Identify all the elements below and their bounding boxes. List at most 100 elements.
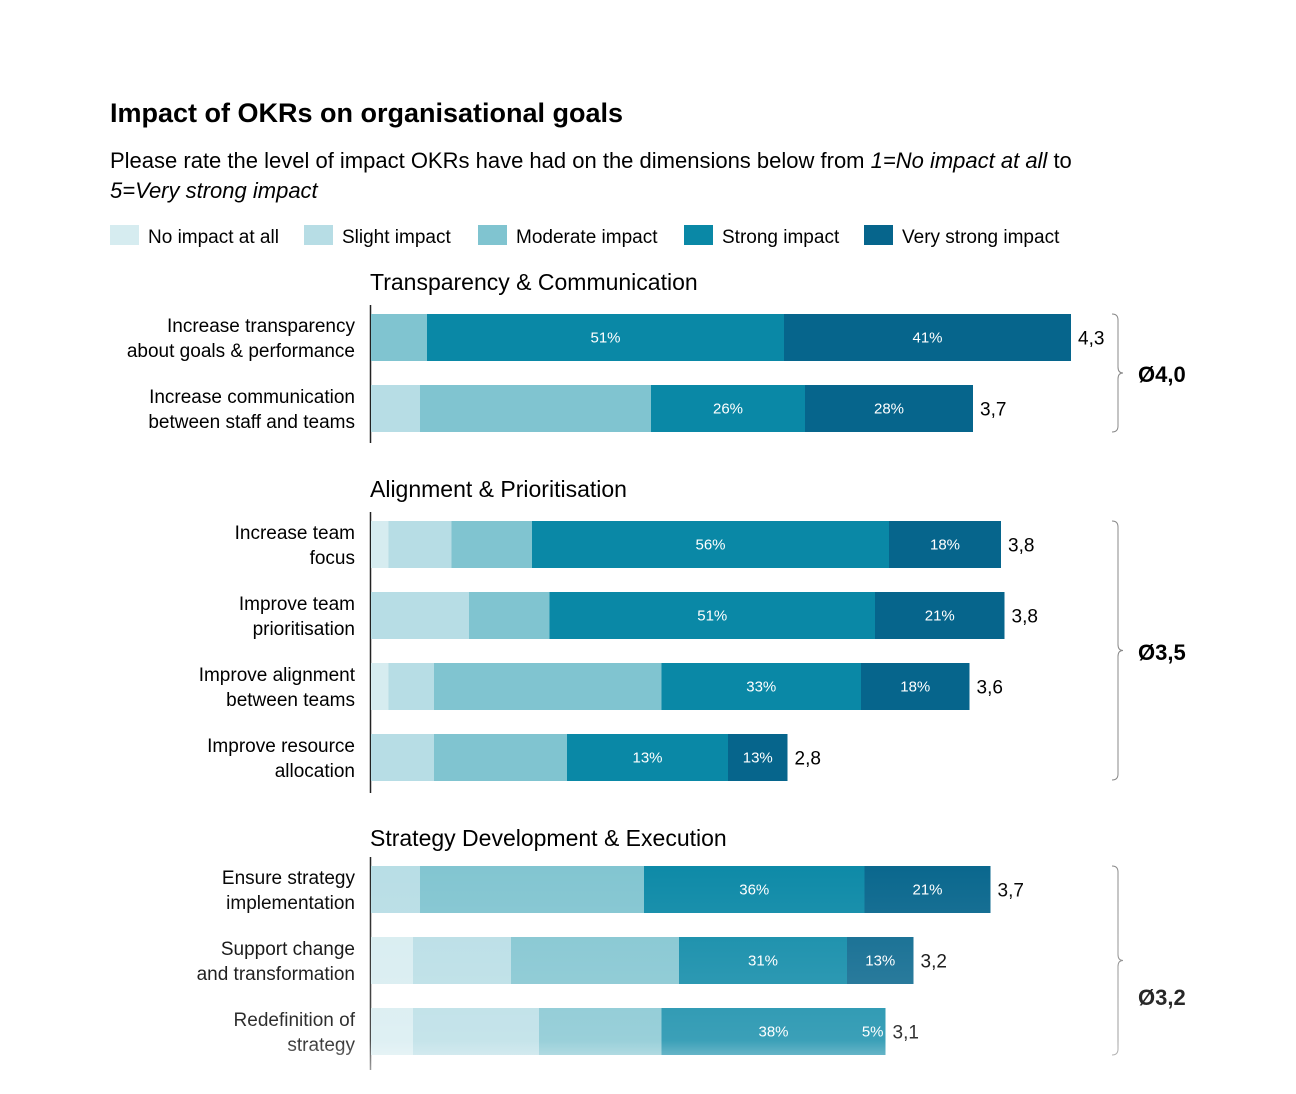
bar-segment bbox=[371, 385, 420, 432]
bar-segment bbox=[451, 521, 532, 568]
row-average: 2,8 bbox=[795, 749, 821, 770]
bar-segment bbox=[371, 521, 389, 568]
bar-row: Increase team focus 56% 18% 3,8 bbox=[235, 521, 1034, 569]
row-label: Improve alignment between teams bbox=[199, 665, 356, 711]
bar-segment bbox=[875, 592, 1005, 639]
legend-swatch bbox=[304, 225, 333, 245]
legend-item: Very strong impact bbox=[864, 225, 1060, 248]
segment-label: 33% bbox=[746, 679, 776, 696]
row-average: 4,3 bbox=[1078, 329, 1104, 350]
group-brace bbox=[1111, 520, 1124, 781]
row-label-line: Improve alignment bbox=[199, 665, 356, 686]
segment-label: 51% bbox=[590, 330, 620, 347]
bar-segment bbox=[371, 734, 434, 781]
bar-group: Transparency & Communication Increase tra… bbox=[127, 269, 1186, 443]
bar-segment bbox=[805, 385, 973, 432]
legend-swatch bbox=[110, 225, 139, 245]
bar-segment bbox=[651, 385, 805, 432]
bar-row: Increase transparency about goals & perfo… bbox=[127, 314, 1104, 362]
legend-label: Very strong impact bbox=[902, 227, 1060, 248]
bar-row: Improve alignment between teams 33% 18% 3,6 bbox=[199, 663, 1003, 711]
bar-row: Improve resource allocation 13% 13% 2,8 bbox=[207, 734, 821, 782]
bar-segment bbox=[434, 663, 662, 710]
subtitle-part-3: to bbox=[1047, 148, 1071, 173]
bar-segment bbox=[427, 314, 784, 361]
segment-label: 18% bbox=[930, 537, 960, 554]
segment-label: 28% bbox=[874, 401, 904, 418]
bar-row: Increase communication between staff and … bbox=[148, 385, 1006, 433]
bar-group: Alignment & Prioritisation Increase team f… bbox=[199, 476, 1186, 793]
legend-item: No impact at all bbox=[110, 225, 279, 248]
fade-overlay bbox=[0, 850, 1296, 1094]
row-label-line: Increase transparency bbox=[167, 316, 355, 337]
row-label-line: Improve resource bbox=[207, 736, 355, 757]
group-average: Ø4,0 bbox=[1138, 362, 1186, 387]
bar-segment bbox=[388, 663, 434, 710]
segment-label: 51% bbox=[697, 608, 727, 625]
legend-label: No impact at all bbox=[148, 227, 279, 248]
legend-item: Slight impact bbox=[304, 225, 451, 248]
segment-label: 21% bbox=[925, 608, 955, 625]
group-title: Strategy Development & Execution bbox=[370, 825, 727, 851]
bar-segment bbox=[469, 592, 550, 639]
row-label-line: focus bbox=[310, 548, 355, 569]
group-title: Transparency & Communication bbox=[370, 269, 698, 295]
row-label-line: allocation bbox=[275, 761, 355, 782]
row-label-line: between staff and teams bbox=[148, 412, 355, 433]
bar-segment bbox=[388, 521, 452, 568]
bar-segment bbox=[728, 734, 788, 781]
segment-label: 13% bbox=[743, 750, 773, 767]
group-average: Ø3,5 bbox=[1138, 640, 1186, 665]
subtitle-part-1: Please rate the level of impact OKRs hav… bbox=[110, 148, 871, 173]
bar-segment bbox=[661, 663, 861, 710]
row-label: Increase transparency about goals & perfo… bbox=[127, 316, 356, 362]
row-label-line: Increase communication bbox=[149, 387, 355, 408]
row-average: 3,8 bbox=[1008, 536, 1034, 557]
row-label-line: between teams bbox=[226, 690, 355, 711]
chart-title: Impact of OKRs on organisational goals bbox=[110, 98, 623, 128]
legend-item: Moderate impact bbox=[478, 225, 658, 248]
row-label: Increase team focus bbox=[235, 523, 355, 569]
bar-row: Improve team prioritisation 51% 21% 3,8 bbox=[239, 592, 1038, 640]
legend: No impact at all Slight impact Moderate im… bbox=[110, 225, 1060, 248]
bar-segment bbox=[567, 734, 728, 781]
legend-swatch bbox=[684, 225, 713, 245]
group-brace bbox=[1111, 313, 1124, 433]
row-label: Improve resource allocation bbox=[207, 736, 355, 782]
row-label-line: Increase team bbox=[235, 523, 355, 544]
segment-label: 26% bbox=[713, 401, 743, 418]
row-label-line: about goals & performance bbox=[127, 341, 355, 362]
row-average: 3,6 bbox=[977, 678, 1003, 699]
row-average: 3,8 bbox=[1012, 607, 1038, 628]
legend-label: Slight impact bbox=[342, 227, 451, 248]
row-label-line: prioritisation bbox=[253, 619, 355, 640]
legend-item: Strong impact bbox=[684, 225, 840, 248]
bar-segment bbox=[889, 521, 1001, 568]
legend-swatch bbox=[478, 225, 507, 245]
segment-label: 18% bbox=[900, 679, 930, 696]
bar-segment bbox=[549, 592, 875, 639]
segment-label: 56% bbox=[695, 537, 725, 554]
segment-label: 13% bbox=[632, 750, 662, 767]
subtitle-part-2: 1=No impact at all bbox=[871, 148, 1049, 173]
row-label: Increase communication between staff and … bbox=[148, 387, 355, 433]
bar-segment bbox=[371, 314, 427, 361]
legend-label: Moderate impact bbox=[516, 227, 658, 248]
legend-label: Strong impact bbox=[722, 227, 840, 248]
chart-subtitle-line1: Please rate the level of impact OKRs hav… bbox=[110, 148, 1072, 173]
bar-segment bbox=[532, 521, 889, 568]
bar-segment bbox=[434, 734, 567, 781]
bar-segment bbox=[420, 385, 651, 432]
row-label-line: Improve team bbox=[239, 594, 355, 615]
bar-segment bbox=[784, 314, 1071, 361]
bar-segment bbox=[861, 663, 970, 710]
bar-segment bbox=[371, 592, 469, 639]
row-label: Improve team prioritisation bbox=[239, 594, 355, 640]
chart-subtitle-line2: 5=Very strong impact bbox=[110, 178, 319, 203]
bar-segment bbox=[371, 663, 389, 710]
segment-label: 41% bbox=[912, 330, 942, 347]
row-average: 3,7 bbox=[980, 400, 1006, 421]
legend-swatch bbox=[864, 225, 893, 245]
group-title: Alignment & Prioritisation bbox=[370, 476, 627, 502]
